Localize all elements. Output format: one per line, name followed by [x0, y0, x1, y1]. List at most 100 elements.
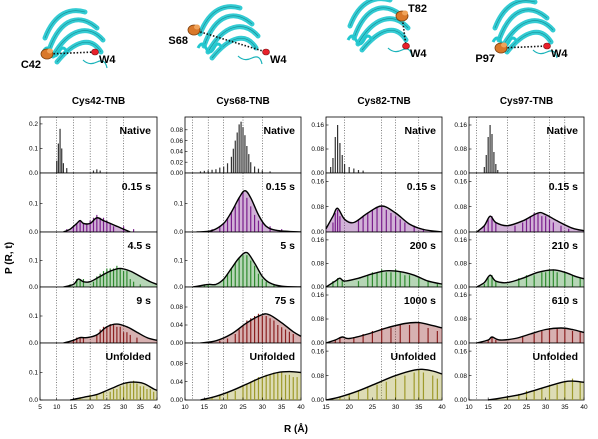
strand-edge: [357, 18, 409, 45]
probe-site-label: T82: [408, 3, 427, 15]
time-point-label: 4.5 s: [128, 240, 152, 252]
protein-structures: W4 C42 W4 S68 W4 T82 W4 P97: [21, 0, 568, 71]
site-labels: W4 T82: [408, 3, 427, 60]
y-tick-label: 0.08: [311, 316, 324, 323]
panel-2: 0.00 0.08 0.16 0.15 s: [454, 172, 585, 236]
y-tick-label: 0.0: [174, 284, 183, 291]
y-tick-label: 0.08: [170, 361, 183, 368]
fit-curve: [69, 381, 158, 401]
time-point-label: Native: [546, 125, 578, 137]
time-point-label: 75 s: [275, 295, 296, 307]
trp-label: W4: [551, 48, 568, 60]
y-tick-label: 0.08: [170, 304, 183, 311]
trp-label: W4: [270, 54, 287, 66]
chart-title: Cys82-TNB: [357, 96, 410, 107]
probe-highlight: [402, 10, 408, 16]
panel-4: 0.0 0.1 9 s: [29, 286, 158, 347]
x-tick-label: 15: [70, 404, 78, 411]
x-tick-label: 35: [278, 404, 286, 411]
panel-frame: [39, 172, 158, 233]
x-tick-label: 40: [438, 404, 446, 411]
time-point-label: 1000 s: [404, 295, 436, 307]
helix-coil: [41, 46, 69, 58]
y-tick-label: 0.08: [311, 261, 324, 268]
panel-5: 0.00 0.08 0.16 Unfolded: [311, 342, 443, 404]
column-headers: Cys42-TNB Cys68-TNB Cys82-TNB Cys97-TNB: [72, 96, 553, 107]
distance-line: [500, 45, 548, 49]
fit-curve: [200, 370, 302, 401]
y-tick-label: 0.0: [29, 170, 38, 177]
x-tick-label: 20: [87, 404, 95, 411]
panel-frame: [325, 342, 443, 401]
panel-2: 0.0 0.1 0.15 s: [174, 172, 302, 236]
helix-coil: [346, 34, 374, 46]
panel-4: 0.00 0.08 0.16 1000 s: [311, 286, 443, 347]
time-point-label: 0.15 s: [549, 181, 578, 193]
panel-4: 0.00 0.08 0.16 610 s: [454, 286, 585, 347]
strand-edge: [48, 19, 98, 51]
time-point-label: 200 s: [410, 240, 436, 252]
x-tick-label: 20: [346, 404, 354, 411]
y-tick-label: 0.08: [311, 204, 324, 211]
strand-edge: [203, 15, 253, 47]
panel-2: 0.0 0.1 0.15 s: [29, 172, 158, 236]
fit-curve: [63, 267, 158, 288]
time-point-label: Unfolded: [533, 351, 579, 363]
fit-curve: [325, 205, 443, 233]
fit-curve: [200, 313, 302, 344]
fit-curve: [63, 323, 158, 344]
strand-edge: [56, 42, 102, 63]
x-tick-label: 30: [259, 404, 267, 411]
x-tick-label: 10: [181, 404, 189, 411]
probe-highlight: [501, 42, 507, 48]
y-tick-label: 0.1: [29, 201, 38, 208]
beta-strand: [359, 27, 409, 53]
fit-curve: [476, 327, 585, 344]
y-tick-label: 0.08: [170, 127, 183, 134]
time-point-label: Native: [404, 125, 436, 137]
x-tick-label: 10: [465, 404, 473, 411]
y-tick-label: 0.1: [29, 146, 38, 153]
y-tick-label: 0.00: [454, 397, 467, 404]
panel-3: 0.00 0.08 0.16 210 s: [454, 231, 585, 291]
strand-edge: [44, 10, 86, 39]
panel-3: 0.0 0.1 5 s: [174, 231, 302, 291]
y-tick-label: 0.02: [170, 159, 183, 166]
y-tick-label: 0.00: [311, 340, 324, 347]
panel-5: 0.00 0.08 0.16 Unfolded: [454, 342, 585, 404]
site-labels: W4 P97: [475, 48, 568, 65]
y-tick-label: 0.04: [170, 149, 183, 156]
tryptophan-icon: [91, 48, 99, 56]
y-axis-title: P (R, t): [4, 242, 15, 274]
y-tick-label: 0.04: [170, 379, 183, 386]
loop: [387, 47, 413, 57]
loop: [532, 49, 558, 59]
panel-4: 0.00 0.04 0.08 75 s: [170, 286, 302, 347]
fit-curve: [196, 189, 302, 233]
y-tick-label: 0.16: [454, 237, 467, 244]
panel-5: 0.00 0.04 0.08 Unfolded: [170, 342, 302, 404]
tryptophan-icon: [402, 42, 410, 50]
panel-1: 0.00 0.08 0.16 Native: [311, 116, 443, 177]
helix-coil: [196, 42, 224, 54]
y-tick-label: 0.00: [311, 170, 324, 177]
panel-1: 0.0 0.1 0.2 Native: [29, 116, 158, 177]
strand-edge: [502, 20, 554, 47]
time-point-label: Unfolded: [106, 351, 152, 363]
trp-label: W4: [410, 48, 427, 60]
x-tick-label: 10: [53, 404, 61, 411]
panel-frame: [325, 116, 443, 174]
x-tick-label: 40: [580, 404, 588, 411]
strand-edge: [199, 6, 241, 35]
y-tick-label: 0.16: [311, 237, 324, 244]
y-tick-label: 0.00: [170, 340, 183, 347]
x-tick-label: 5: [38, 404, 42, 411]
y-tick-label: 0.16: [311, 348, 324, 355]
curve-fill: [326, 270, 442, 287]
y-tick-label: 0.16: [454, 179, 467, 186]
panel-3: 0.0 0.1 4.5 s: [29, 231, 158, 291]
y-tick-label: 0.00: [170, 170, 183, 177]
y-tick-label: 0.16: [311, 292, 324, 299]
